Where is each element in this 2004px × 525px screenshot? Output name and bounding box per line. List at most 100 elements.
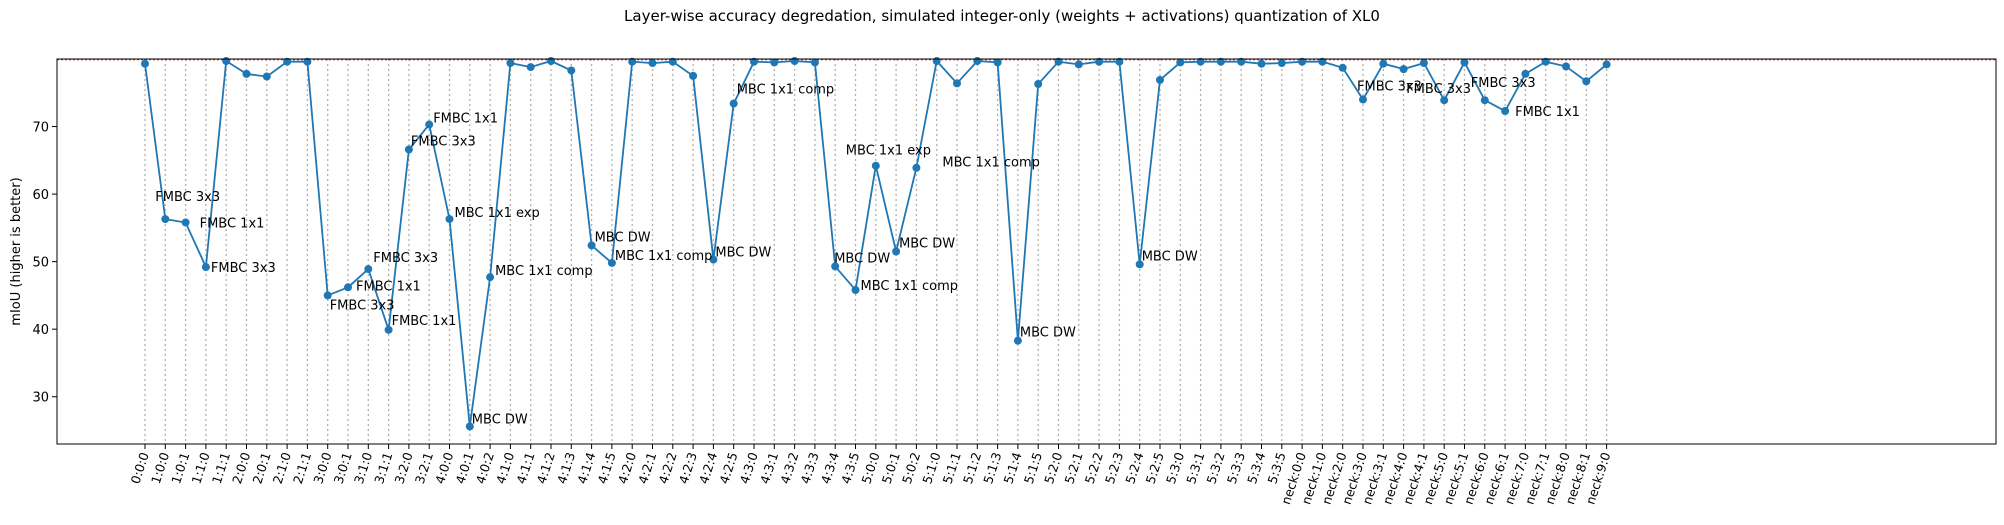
point-3:1:1 <box>384 325 393 334</box>
point-4:2:4 <box>709 255 718 264</box>
point-5:1:1 <box>953 79 961 88</box>
point-2:0:1 <box>262 72 271 81</box>
annotation-4:3:5: MBC 1x1 comp <box>861 279 959 294</box>
annotation-5:0:0: MBC 1x1 exp <box>846 144 931 159</box>
annotation-4:3:4: MBC DW <box>834 251 890 266</box>
x-axis: 0:0:01:0:01:0:11:1:01:1:12:0:02:0:12:1:0… <box>128 444 1613 506</box>
point-5:3:5 <box>1277 59 1286 68</box>
point-4:1:0 <box>506 59 515 68</box>
point-neck:9:0 <box>1602 60 1611 69</box>
plot-area <box>56 58 1997 445</box>
annotation-1:1:0: FMBC 3x3 <box>211 261 276 276</box>
point-5:3:3 <box>1237 57 1246 66</box>
y-tick-label-30: 30 <box>32 391 49 406</box>
point-5:3:1 <box>1196 57 1205 66</box>
series-miou <box>141 57 1611 431</box>
point-neck:7:1 <box>1541 57 1550 66</box>
point-4:3:2 <box>790 57 799 66</box>
point-4:3:4 <box>831 262 840 271</box>
point-4:2:1 <box>648 59 657 68</box>
point-5:2:3 <box>1115 57 1124 66</box>
point-1:1:0 <box>201 263 210 272</box>
y-axis: 30 40 50 60 70 <box>32 121 57 406</box>
point-3:1:0 <box>364 265 373 274</box>
point-neck:2:0 <box>1338 63 1347 72</box>
annotation-3:0:0: FMBC 3x3 <box>330 298 395 313</box>
annotation-4:2:4: MBC DW <box>715 246 771 261</box>
point-4:1:5 <box>607 258 616 267</box>
point-5:3:0 <box>1176 58 1185 67</box>
point-4:1:3 <box>567 66 576 75</box>
annotation-4:0:2: MBC 1x1 comp <box>495 264 592 279</box>
point-5:1:2 <box>973 57 982 66</box>
point-1:1:1 <box>222 57 231 66</box>
annotation-3:0:1: FMBC 1x1 <box>356 279 421 294</box>
point-4:1:4 <box>587 241 596 250</box>
point-neck:5:0 <box>1440 96 1449 105</box>
point-3:0:0 <box>323 291 332 300</box>
y-axis-label: mIoU (higher is better) <box>9 177 24 325</box>
point-4:2:3 <box>689 71 698 80</box>
annotation-1:0:1: FMBC 1x1 <box>200 216 265 231</box>
point-3:2:1 <box>425 120 434 129</box>
chart-title: Layer-wise accuracy degredation, simulat… <box>624 7 1380 25</box>
annotation-3:2:0: FMBC 3x3 <box>411 135 476 150</box>
y-tick-label-70: 70 <box>32 121 49 136</box>
point-4:3:5 <box>851 286 860 294</box>
annotation-3:1:0: FMBC 3x3 <box>373 251 438 266</box>
point-5:0:2 <box>912 163 921 172</box>
point-4:1:2 <box>547 57 555 66</box>
annotation-4:2:5: MBC 1x1 comp <box>737 83 835 98</box>
point-1:0:1 <box>181 218 190 227</box>
point-5:2:5 <box>1156 75 1164 84</box>
annotation-1:0:0: FMBC 3x3 <box>155 190 220 205</box>
annotation-neck:6:0: FMBC 3x3 <box>1471 76 1536 91</box>
point-neck:0:0 <box>1298 57 1307 66</box>
y-tick-label-40: 40 <box>32 323 49 338</box>
point-5:2:0 <box>1054 57 1063 66</box>
annotation-3:1:1: FMBC 1x1 <box>392 314 457 329</box>
point-5:2:1 <box>1074 60 1083 69</box>
point-2:0:0 <box>242 69 251 78</box>
point-neck:6:1 <box>1501 107 1510 116</box>
point-5:0:0 <box>871 161 880 170</box>
point-4:2:0 <box>628 57 637 66</box>
point-4:2:5 <box>729 99 738 108</box>
point-4:2:2 <box>668 57 677 66</box>
point-4:3:3 <box>810 58 819 67</box>
point-5:0:1 <box>892 247 901 256</box>
point-4:0:1 <box>465 422 474 431</box>
annotation-5:0:2: MBC 1x1 comp <box>942 156 1040 171</box>
annotation-4:1:4: MBC DW <box>595 230 651 245</box>
annotation-4:0:0: MBC 1x1 exp <box>455 206 540 221</box>
point-neck:3:1 <box>1379 59 1388 68</box>
point-neck:7:0 <box>1521 69 1530 78</box>
point-4:1:1 <box>526 63 535 72</box>
point-4:0:0 <box>445 215 454 224</box>
y-tick-label-50: 50 <box>32 256 49 271</box>
point-neck:5:1 <box>1460 58 1469 67</box>
point-2:1:0 <box>283 57 292 66</box>
point-3:0:1 <box>344 283 352 292</box>
annotation-5:2:4: MBC DW <box>1142 249 1198 264</box>
annotation-neck:6:1: FMBC 1x1 <box>1515 105 1580 120</box>
annotation-neck:3:0: FMBC 3x3 <box>1357 80 1422 95</box>
point-neck:8:0 <box>1562 62 1570 71</box>
point-5:1:4 <box>1013 336 1022 345</box>
point-5:2:2 <box>1095 57 1104 66</box>
point-neck:1:0 <box>1318 57 1327 66</box>
annotation-5:0:1: MBC DW <box>899 237 955 252</box>
point-0:0:0 <box>141 59 149 68</box>
annotation-neck:5:0: FMBC 3x3 <box>1406 82 1471 97</box>
annotation-5:1:4: MBC DW <box>1020 326 1076 341</box>
y-tick-label-60: 60 <box>32 188 49 203</box>
point-neck:3:0 <box>1359 95 1367 104</box>
point-neck:8:1 <box>1582 77 1591 86</box>
point-1:0:0 <box>161 215 170 224</box>
x-gridlines <box>144 59 1608 444</box>
point-neck:4:0 <box>1399 65 1408 74</box>
annotation-3:2:1: FMBC 1x1 <box>433 112 498 127</box>
point-5:1:5 <box>1034 79 1043 88</box>
